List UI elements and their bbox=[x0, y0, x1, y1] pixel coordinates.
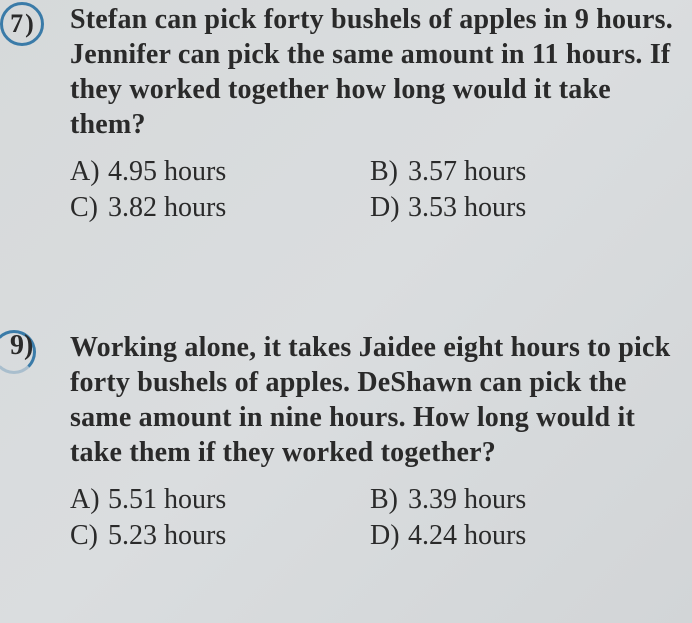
choice-a: A)4.95 hours bbox=[70, 156, 370, 188]
choice-a: A)5.51 hours bbox=[70, 484, 370, 516]
choice-letter: A) bbox=[70, 156, 108, 188]
question-stem: Stefan can pick forty bushels of apples … bbox=[70, 2, 692, 142]
choice-letter: A) bbox=[70, 484, 108, 516]
choice-text: 3.57 hours bbox=[408, 156, 526, 187]
choice-text: 3.39 hours bbox=[408, 484, 526, 515]
choice-letter: B) bbox=[370, 484, 408, 516]
choice-letter: C) bbox=[70, 192, 108, 224]
choice-letter: D) bbox=[370, 520, 408, 552]
choice-d: D)4.24 hours bbox=[370, 520, 670, 552]
choice-c: C)5.23 hours bbox=[70, 520, 370, 552]
choice-b: B)3.57 hours bbox=[370, 156, 670, 188]
choice-text: 3.82 hours bbox=[108, 192, 226, 223]
choice-letter: B) bbox=[370, 156, 408, 188]
choice-c: C)3.82 hours bbox=[70, 192, 370, 224]
choice-b: B)3.39 hours bbox=[370, 484, 670, 516]
choice-text: 5.23 hours bbox=[108, 520, 226, 551]
choice-letter: D) bbox=[370, 192, 408, 224]
question-stem: Working alone, it takes Jaidee eight hou… bbox=[70, 330, 692, 470]
answer-choices: A)4.95 hours B)3.57 hours C)3.82 hours D… bbox=[70, 156, 692, 224]
question-number-suffix: ) bbox=[25, 9, 34, 39]
choice-text: 4.24 hours bbox=[408, 520, 526, 551]
worksheet-page: 7 ) Stefan can pick forty bushels of app… bbox=[0, 0, 692, 623]
choice-text: 3.53 hours bbox=[408, 192, 526, 223]
answer-choices: A)5.51 hours B)3.39 hours C)5.23 hours D… bbox=[70, 484, 692, 552]
question-number-suffix: ) bbox=[24, 330, 33, 361]
choice-text: 5.51 hours bbox=[108, 484, 226, 515]
question-number: 9 bbox=[10, 330, 24, 361]
question-number-wrap: 9) bbox=[10, 330, 33, 362]
question-7: 7 ) Stefan can pick forty bushels of app… bbox=[0, 2, 692, 224]
choice-text: 4.95 hours bbox=[108, 156, 226, 187]
question-9: 9) Working alone, it takes Jaidee eight … bbox=[0, 330, 692, 552]
question-number-bubble: 7 ) bbox=[0, 2, 44, 46]
choice-d: D)3.53 hours bbox=[370, 192, 670, 224]
choice-letter: C) bbox=[70, 520, 108, 552]
question-number: 7 bbox=[10, 9, 23, 39]
